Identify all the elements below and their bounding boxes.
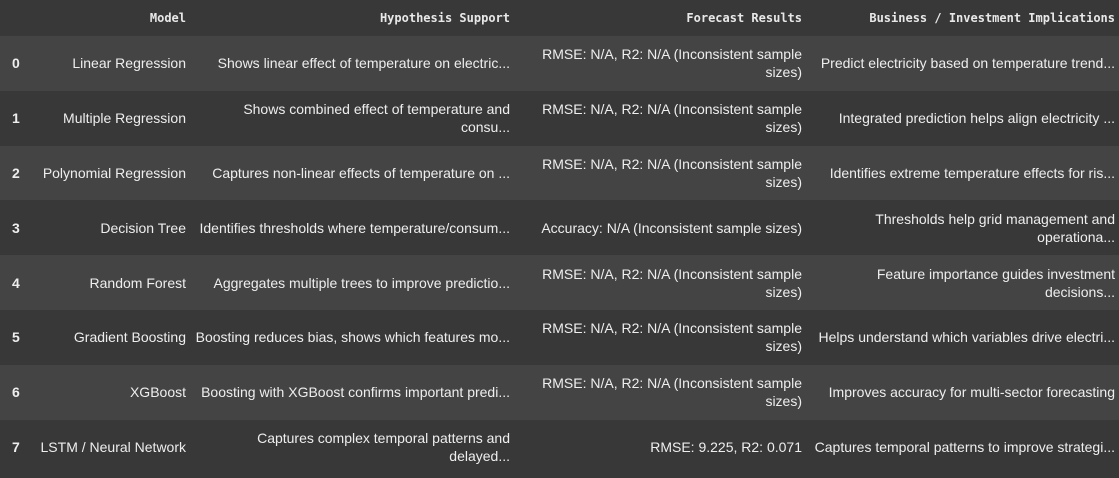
cell-forecast: RMSE: 9.225, R2: 0.071 [650,438,802,455]
cell-business: Helps understand which variables drive e… [818,329,1115,346]
header-hypothesis-support: Hypothesis Support [379,11,510,25]
row-index: 3 [12,219,20,236]
cell-forecast: RMSE: N/A, R2: N/A (Inconsistent sample … [542,265,802,300]
cell-forecast: RMSE: N/A, R2: N/A (Inconsistent sample … [542,320,802,355]
table-row: 3 Decision Tree Identifies thresholds wh… [0,200,1119,256]
cell-forecast: Accuracy: N/A (Inconsistent sample sizes… [541,219,802,236]
cell-business: Predict electricity based on temperature… [820,55,1115,72]
table-row: 4 Random Forest Aggregates multiple tree… [0,255,1119,310]
cell-business: Identifies extreme temperature effects f… [829,164,1115,181]
row-index: 0 [12,55,20,72]
cell-business: Feature importance guides investment dec… [876,265,1115,300]
cell-business: Thresholds help grid management and oper… [875,210,1115,245]
row-index: 1 [12,110,20,127]
cell-business: Captures temporal patterns to improve st… [814,438,1115,455]
cell-hypothesis: Boosting reduces bias, shows which featu… [195,329,510,346]
cell-hypothesis: Shows linear effect of temperature on el… [217,55,510,72]
header-index [0,0,36,36]
cell-hypothesis: Aggregates multiple trees to improve pre… [213,274,510,291]
cell-hypothesis: Identifies thresholds where temperature/… [199,219,511,236]
cell-forecast: RMSE: N/A, R2: N/A (Inconsistent sample … [542,46,802,81]
cell-forecast: RMSE: N/A, R2: N/A (Inconsistent sample … [542,155,802,190]
table-row: 2 Polynomial Regression Captures non-lin… [0,145,1119,201]
row-index: 6 [12,384,20,401]
cell-model: LSTM / Neural Network [40,438,186,455]
table-row: 5 Gradient Boosting Boosting reduces bia… [0,309,1119,365]
row-index: 5 [12,329,20,346]
cell-model: Random Forest [89,274,186,291]
header-forecast-results: Forecast Results [686,11,802,25]
cell-model: XGBoost [129,384,186,401]
cell-hypothesis: Captures complex temporal patterns and d… [257,429,510,464]
cell-model: Polynomial Regression [42,164,186,181]
cell-forecast: RMSE: N/A, R2: N/A (Inconsistent sample … [542,375,802,410]
cell-business: Improves accuracy for multi-sector forec… [828,384,1115,401]
row-index: 2 [12,164,20,181]
cell-model: Gradient Boosting [73,329,186,346]
cell-hypothesis: Boosting with XGBoost confirms important… [201,384,510,401]
header-model: Model [149,11,186,25]
header-row: Model Hypothesis Support Forecast Result… [0,0,1119,36]
cell-forecast: RMSE: N/A, R2: N/A (Inconsistent sample … [542,101,802,136]
table-row: 1 Multiple Regression Shows combined eff… [0,90,1119,146]
cell-hypothesis: Shows combined effect of temperature and… [243,101,510,136]
table-row: 7 LSTM / Neural Network Captures complex… [0,419,1119,475]
cell-model: Multiple Regression [63,110,186,127]
row-index: 4 [12,274,20,291]
row-index: 7 [12,438,20,455]
cell-model: Decision Tree [100,219,186,236]
cell-hypothesis: Captures non-linear effects of temperatu… [212,164,510,181]
cell-business: Integrated prediction helps align electr… [838,110,1115,127]
header-business-implications: Business / Investment Implications [869,11,1115,25]
table-row: 6 XGBoost Boosting with XGBoost confirms… [0,364,1119,420]
table-row: 0 Linear Regression Shows linear effect … [0,36,1119,91]
cell-model: Linear Regression [72,55,186,72]
